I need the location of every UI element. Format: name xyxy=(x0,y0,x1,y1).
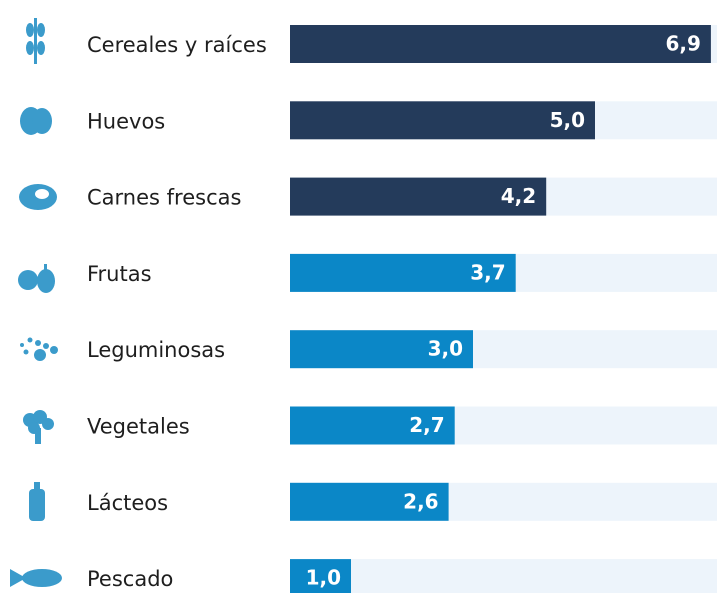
value-label: 5,0 xyxy=(550,108,585,132)
bar xyxy=(290,559,351,593)
category-label: Carnes frescas xyxy=(87,186,241,210)
category-label: Cereales y raíces xyxy=(87,33,267,57)
value-label: 2,6 xyxy=(403,489,438,513)
icon-legumes xyxy=(20,337,58,361)
category-label: Frutas xyxy=(87,262,152,286)
value-label: 4,2 xyxy=(501,184,536,208)
icon-meat xyxy=(19,184,57,210)
bar xyxy=(290,406,455,445)
icon-fish xyxy=(10,569,62,587)
icon-vegetables xyxy=(23,410,54,444)
bar-track xyxy=(290,559,717,593)
category-label: Huevos xyxy=(87,109,165,133)
icons xyxy=(10,18,62,587)
icon-dairy xyxy=(29,482,45,521)
bar xyxy=(290,101,595,140)
value-label: 6,9 xyxy=(665,32,700,56)
value-label: 2,7 xyxy=(409,413,444,437)
icon-eggs xyxy=(20,107,52,135)
value-label: 1,0 xyxy=(306,566,341,590)
icon-cereal xyxy=(26,18,45,64)
bar xyxy=(290,25,711,63)
bar xyxy=(290,482,449,521)
value-label: 3,7 xyxy=(470,260,505,284)
category-label: Leguminosas xyxy=(87,338,225,362)
category-label: Pescado xyxy=(87,567,173,591)
category-label: Lácteos xyxy=(87,491,168,515)
bar xyxy=(290,177,547,216)
bar xyxy=(290,330,473,369)
bar xyxy=(290,253,516,292)
icon-fruit xyxy=(18,264,55,293)
value-label: 3,0 xyxy=(428,337,463,361)
category-label: Vegetales xyxy=(87,415,190,439)
